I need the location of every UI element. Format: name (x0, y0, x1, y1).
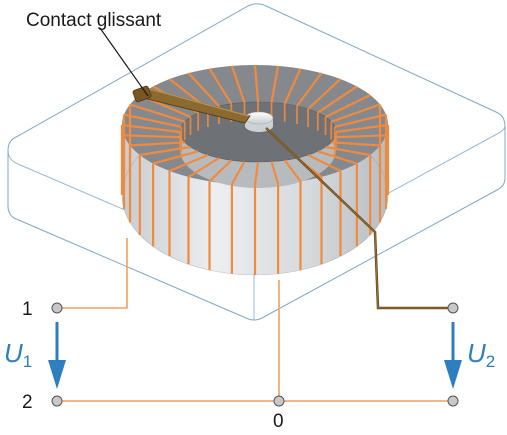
winding-turn-top (334, 113, 387, 128)
winding-turn-top (253, 64, 260, 103)
winding-turn-top (296, 72, 323, 107)
winding-turn-top (317, 85, 358, 114)
label-leader-line (99, 27, 149, 97)
winding-turn-top (129, 141, 185, 147)
winding-turn-top (187, 72, 220, 107)
terminal-2-label: 2 (22, 392, 33, 413)
contact-label: Contact glissant (26, 10, 162, 31)
winding-turn-top (169, 153, 209, 173)
terminal-u2-bottom (447, 395, 459, 407)
voltage-u2-label: U2 (467, 338, 495, 371)
terminal-u2-top (447, 302, 459, 314)
winding-turn-top (129, 103, 186, 123)
winding-turn-top (208, 159, 233, 183)
terminal-2 (51, 395, 63, 407)
winding-turn-top (187, 157, 220, 178)
winding-turn-top (230, 160, 246, 185)
voltage-arrow-u1 (48, 322, 66, 389)
terminal-1 (51, 302, 63, 314)
winding-turn-top (208, 68, 233, 105)
winding-turn-top (283, 159, 302, 183)
winding-turn-top (253, 161, 260, 186)
winding-turn-top (123, 134, 182, 139)
winding-turn-top (331, 141, 381, 147)
winding-turn-top (270, 65, 280, 103)
winding-turn-top (270, 161, 280, 185)
terminal-1-label: 1 (22, 299, 33, 320)
sliding-contact-arm (132, 85, 251, 124)
winding-turn-top (330, 103, 381, 123)
voltage-arrow-u2 (444, 322, 462, 389)
terminal-0-label: 0 (273, 411, 284, 432)
winding-turn-top (230, 65, 246, 103)
winding-turn-top (283, 68, 302, 105)
winding-turn-top (325, 145, 371, 157)
winding-turn-top (123, 113, 182, 128)
winding-turn-top (307, 78, 342, 110)
winding-turn-top (121, 123, 181, 134)
winding-turn-top (152, 150, 199, 165)
winding-turn-top (317, 150, 358, 165)
circuit-wires (57, 238, 453, 402)
winding-turns-front (120, 104, 390, 275)
wire-terminal-1 (57, 238, 128, 309)
terminals (51, 302, 459, 407)
winding-turn-top (325, 94, 371, 118)
winding-turn-top (334, 134, 387, 139)
terminal-0 (273, 395, 285, 407)
voltage-u1-label: U1 (4, 338, 32, 371)
winding-turn-top (307, 154, 341, 172)
